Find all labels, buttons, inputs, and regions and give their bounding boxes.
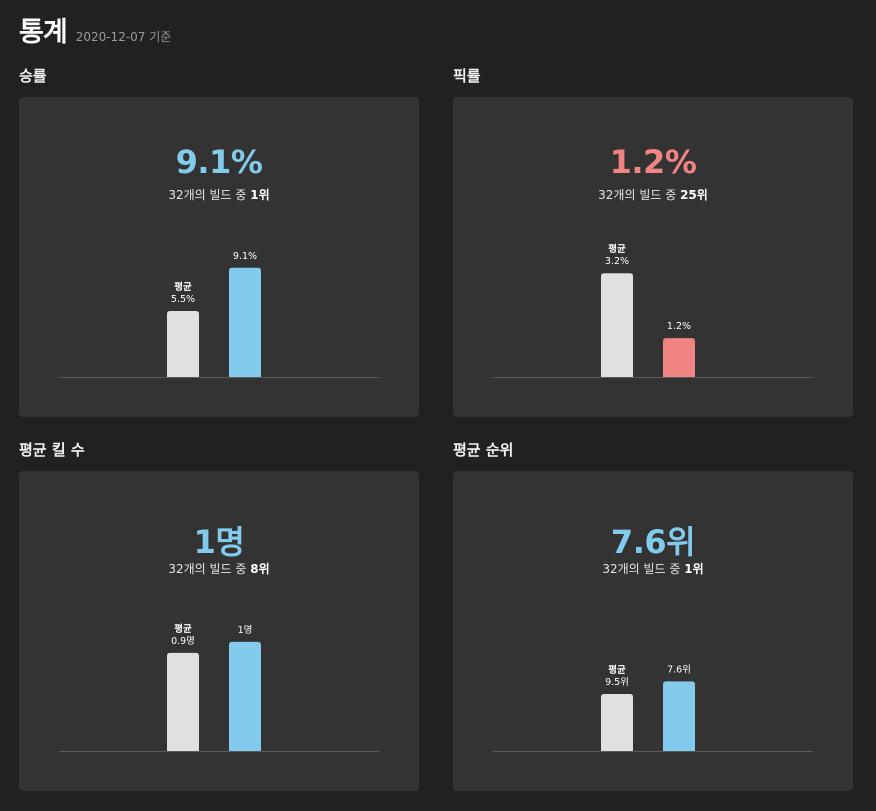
- section-label-avg-kills: 평균 킬 수: [19, 441, 85, 459]
- bar-value-label: 9.5위: [605, 676, 629, 688]
- bar-category-label: 평균: [174, 623, 192, 635]
- bar-value-label: 7.6위: [667, 663, 691, 675]
- bar-value-label: 1명: [238, 625, 253, 636]
- average-bar: [167, 311, 199, 377]
- bar-value-label: 5.5%: [171, 294, 195, 305]
- average-bar: [601, 273, 633, 377]
- pick-rate-card: 1.2% 32개의 빌드 중 25위 3.2% 평균 1.2%: [453, 97, 853, 417]
- headline-value: 1.2%: [609, 143, 697, 181]
- bar-value-label: 0.9명: [171, 636, 195, 647]
- avg-placement-card: 7.6위 32개의 빌드 중 1위 9.5위 평균 7.6위: [453, 471, 853, 791]
- page-header: 통계 2020-12-07 기준: [19, 10, 171, 49]
- rank-prefix: 32개의 빌드 중: [168, 188, 251, 202]
- rank-prefix: 32개의 빌드 중: [168, 562, 251, 576]
- build-bar: [663, 338, 695, 377]
- section-label-avg-placement: 평균 순위: [453, 441, 514, 459]
- rank-value: 25위: [680, 188, 708, 202]
- bar-category-label: 평균: [608, 243, 626, 255]
- rank-value: 1위: [250, 188, 270, 202]
- build-bar: [229, 641, 261, 751]
- average-bar: [601, 693, 633, 751]
- bar-category-label: 평균: [174, 281, 192, 293]
- rank-prefix: 32개의 빌드 중: [598, 188, 681, 202]
- rank-line: 32개의 빌드 중 1위: [453, 560, 853, 577]
- bar-category-label: 평균: [608, 664, 626, 676]
- headline-value: 1명: [193, 523, 245, 561]
- build-bar: [229, 267, 261, 377]
- bar-value-label: 3.2%: [605, 256, 629, 267]
- bar-value-label: 9.1%: [233, 251, 257, 262]
- rank-line: 32개의 빌드 중 8위: [19, 560, 419, 577]
- rank-prefix: 32개의 빌드 중: [602, 562, 685, 576]
- reference-date: 2020-12-07 기준: [75, 30, 172, 44]
- rank-line: 32개의 빌드 중 1위: [19, 186, 419, 203]
- rank-value: 8위: [250, 562, 270, 576]
- average-bar: [167, 652, 199, 751]
- section-label-win-rate: 승률: [19, 67, 47, 85]
- page-title: 통계: [19, 17, 68, 48]
- headline-value: 9.1%: [175, 143, 263, 181]
- rank-line: 32개의 빌드 중 25위: [453, 186, 853, 203]
- win-rate-chart: 5.5%평균 9.1%: [59, 251, 379, 378]
- build-bar: [663, 681, 695, 751]
- headline-value: 7.6위: [610, 523, 696, 561]
- rank-value: 1위: [684, 562, 704, 576]
- section-label-pick-rate: 픽률: [453, 67, 481, 85]
- win-rate-card: 9.1% 32개의 빌드 중 1위 5.5% 평균 9.1%: [19, 97, 419, 417]
- avg-kills-card: 1명 32개의 빌드 중 8위 0.9명 평균 1명: [19, 471, 419, 791]
- bar-value-label: 1.2%: [667, 321, 691, 332]
- pick-rate-chart: 3.2%평균 1.2%: [493, 243, 813, 378]
